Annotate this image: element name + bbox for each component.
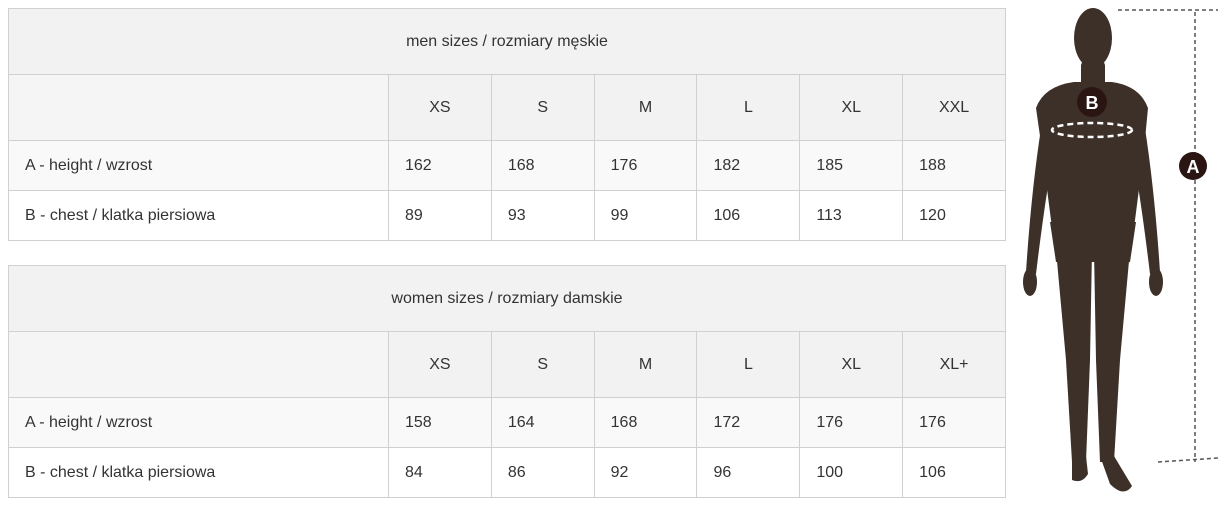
men-height-value: 162 <box>388 140 492 191</box>
women-chest-value: 92 <box>593 447 698 498</box>
men-chest-value: 113 <box>799 190 904 241</box>
men-size-table: men sizes / rozmiary męskie XS S M L XL … <box>8 8 1006 241</box>
height-measurement-line <box>1118 9 1219 463</box>
women-table-title: women sizes / rozmiary damskie <box>8 265 1006 332</box>
men-size-xs: XS <box>388 74 492 141</box>
body-measurement-figure: B A <box>1023 8 1219 492</box>
men-chest-label: B - chest / klatka piersiowa <box>8 190 389 241</box>
women-height-value: 176 <box>799 397 904 448</box>
men-size-l: L <box>696 74 801 141</box>
men-chest-value: 120 <box>902 190 1006 241</box>
women-chest-label: B - chest / klatka piersiowa <box>8 447 389 498</box>
human-silhouette <box>1023 8 1163 492</box>
women-chest-value: 84 <box>388 447 492 498</box>
women-chest-value: 100 <box>799 447 904 498</box>
women-size-header-row: XS S M L XL XL+ <box>8 331 1006 398</box>
chest-measurement-ellipse <box>1050 121 1134 139</box>
women-header-blank-cell <box>8 331 389 398</box>
women-height-label: A - height / wzrost <box>8 397 389 448</box>
men-chest-value: 99 <box>593 190 698 241</box>
men-size-xl: XL <box>799 74 904 141</box>
men-height-value: 168 <box>490 140 595 191</box>
women-chest-value: 106 <box>902 447 1006 498</box>
women-height-value: 176 <box>902 397 1006 448</box>
men-height-value: 185 <box>799 140 904 191</box>
women-height-row: A - height / wzrost 158 164 168 172 176 … <box>8 397 1006 448</box>
men-size-header-row: XS S M L XL XXL <box>8 74 1006 141</box>
women-height-value: 158 <box>388 397 492 448</box>
men-table-title: men sizes / rozmiary męskie <box>8 8 1006 75</box>
men-height-value: 188 <box>902 140 1006 191</box>
men-chest-value: 106 <box>696 190 801 241</box>
women-title-row: women sizes / rozmiary damskie <box>8 265 1006 332</box>
men-height-row: A - height / wzrost 162 168 176 182 185 … <box>8 140 1006 191</box>
men-header-blank-cell <box>8 74 389 141</box>
marker-b-label: B <box>1086 93 1099 113</box>
men-height-label: A - height / wzrost <box>8 140 389 191</box>
women-size-xl-plus: XL+ <box>902 331 1006 398</box>
women-size-m: M <box>593 331 698 398</box>
men-size-xxl: XXL <box>902 74 1006 141</box>
marker-a-label: A <box>1187 157 1200 177</box>
women-chest-row: B - chest / klatka piersiowa 84 86 92 96… <box>8 447 1006 498</box>
men-height-value: 182 <box>696 140 801 191</box>
men-chest-row: B - chest / klatka piersiowa 89 93 99 10… <box>8 190 1006 241</box>
marker-a-badge: A <box>1179 152 1207 180</box>
women-height-value: 172 <box>696 397 801 448</box>
women-chest-value: 86 <box>490 447 595 498</box>
men-chest-value: 93 <box>490 190 595 241</box>
men-height-value: 176 <box>593 140 698 191</box>
women-height-value: 164 <box>490 397 595 448</box>
men-size-s: S <box>490 74 595 141</box>
marker-b-badge: B <box>1077 87 1107 117</box>
women-size-xs: XS <box>388 331 492 398</box>
women-size-l: L <box>696 331 801 398</box>
women-size-xl: XL <box>799 331 904 398</box>
men-title-row: men sizes / rozmiary męskie <box>8 8 1006 75</box>
women-size-table: women sizes / rozmiary damskie XS S M L … <box>8 265 1006 498</box>
women-size-s: S <box>490 331 595 398</box>
men-size-m: M <box>593 74 698 141</box>
men-chest-value: 89 <box>388 190 492 241</box>
women-chest-value: 96 <box>696 447 801 498</box>
women-height-value: 168 <box>593 397 698 448</box>
